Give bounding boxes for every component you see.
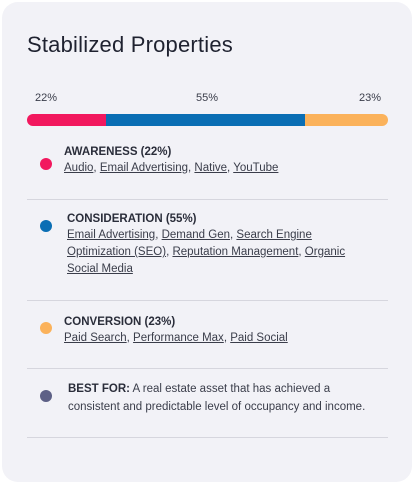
conversion-percent-label: 23% (358, 92, 381, 104)
link-organic-social-media[interactable]: Organic Social Media (67, 246, 346, 275)
best-for-dot-icon (40, 390, 52, 402)
stabilized-properties-card: Stabilized Properties 22% 55% 23% AWAREN… (2, 2, 412, 482)
awareness-segment (27, 114, 107, 126)
awareness-links: Audio, Email Advertising, Native, YouTub… (64, 162, 279, 174)
link-paid-social[interactable]: Paid Social (230, 332, 288, 344)
link-youtube[interactable]: YouTube (233, 162, 279, 174)
best-for-text: A real estate asset that has achieved a … (68, 383, 366, 413)
awareness-title: AWARENESS (22%) (64, 146, 172, 158)
link-performance-max[interactable]: Performance Max (133, 332, 224, 344)
consideration-links: Email Advertising, Demand Gen, Search En… (67, 229, 346, 275)
consideration-section: CONSIDERATION (55%) Email Advertising, D… (27, 199, 388, 301)
best-for-label: BEST FOR: (68, 383, 130, 395)
conversion-links: Paid Search, Performance Max, Paid Socia… (64, 332, 288, 344)
link-paid-search[interactable]: Paid Search (64, 332, 127, 344)
link-native[interactable]: Native (194, 162, 228, 174)
conversion-title: CONVERSION (23%) (64, 316, 176, 328)
consideration-percent-label: 55% (196, 92, 219, 104)
best-for-description: BEST FOR: A real estate asset that has a… (68, 380, 378, 416)
conversion-dot-icon (40, 322, 52, 334)
awareness-dot-icon (40, 158, 52, 170)
consideration-segment (106, 114, 305, 126)
percent-labels: 22% 55% 23% (27, 92, 387, 108)
consideration-dot-icon (40, 220, 52, 232)
funnel-progress-bar (27, 114, 388, 126)
conversion-section: CONVERSION (23%) Paid Search, Performanc… (27, 300, 388, 369)
awareness-section: AWARENESS (22%) Audio, Email Advertising… (27, 138, 388, 200)
link-email-advertising[interactable]: Email Advertising (67, 229, 156, 241)
link-seo[interactable]: Search Engine Optimization (SEO) (67, 229, 312, 258)
card-title: Stabilized Properties (27, 32, 233, 57)
link-reputation-management[interactable]: Reputation Management (172, 246, 299, 258)
consideration-title: CONSIDERATION (55%) (67, 213, 197, 225)
conversion-segment (304, 114, 388, 126)
link-email-advertising[interactable]: Email Advertising (99, 162, 189, 174)
link-demand-gen[interactable]: Demand Gen (161, 229, 231, 241)
awareness-percent-label: 22% (35, 92, 58, 104)
best-for-section: BEST FOR: A real estate asset that has a… (27, 368, 388, 438)
link-audio[interactable]: Audio (64, 162, 94, 174)
